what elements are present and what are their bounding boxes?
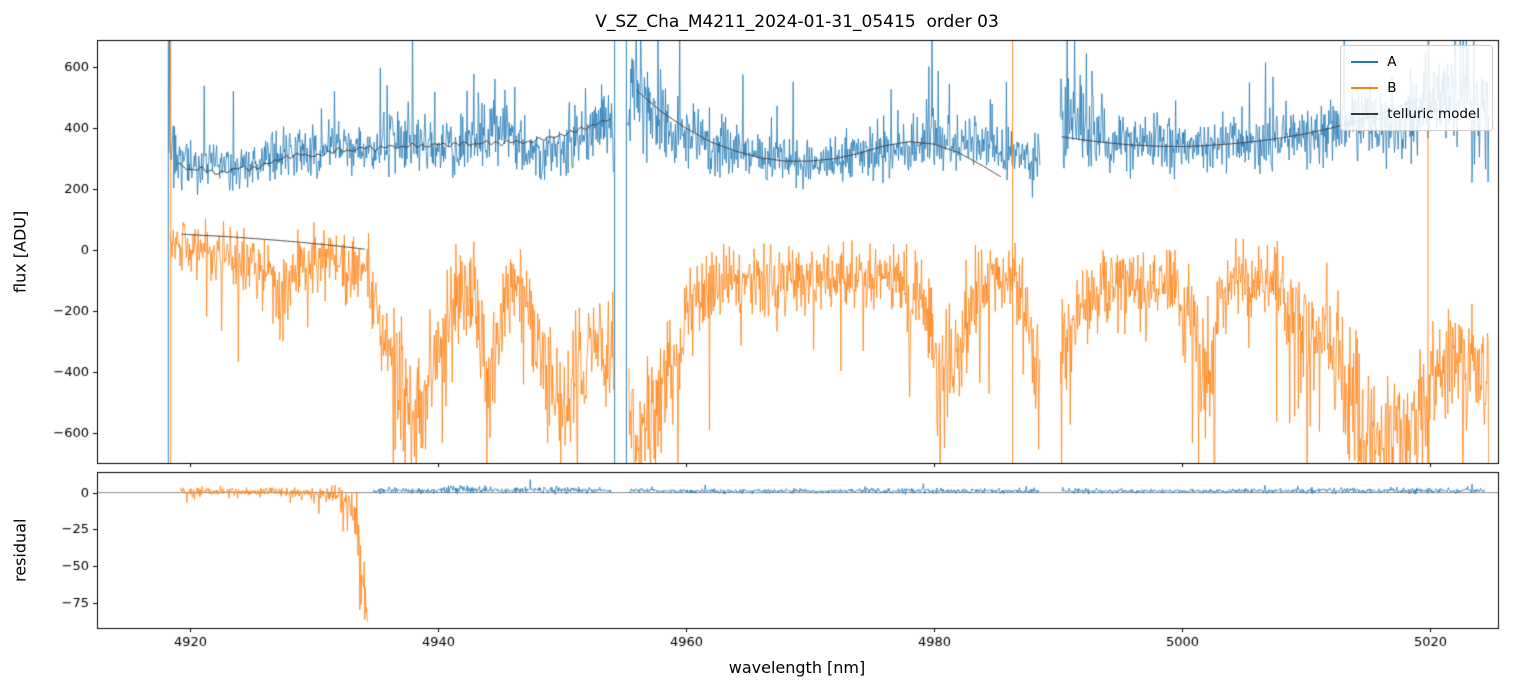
wavelength-axis-label: wavelength [nm] — [728, 658, 866, 677]
legend-label-telluric: telluric model — [1387, 106, 1480, 122]
legend-entry-b: B — [1351, 79, 1480, 97]
legend-label-a: A — [1387, 54, 1397, 70]
chart-title: V_SZ_Cha_M4211_2024-01-31_05415 order 03 — [595, 12, 999, 32]
legend-label-b: B — [1387, 80, 1397, 96]
legend-entry-telluric: telluric model — [1351, 105, 1480, 123]
legend-line-sample-b — [1351, 87, 1379, 89]
legend: A B telluric model — [1340, 45, 1493, 131]
legend-entry-a: A — [1351, 53, 1480, 71]
flux-axis-label: flux [ADU] — [10, 210, 30, 293]
legend-line-sample-telluric — [1351, 113, 1379, 115]
legend-line-sample-a — [1351, 61, 1379, 63]
residual-axis-label: residual — [10, 518, 30, 582]
